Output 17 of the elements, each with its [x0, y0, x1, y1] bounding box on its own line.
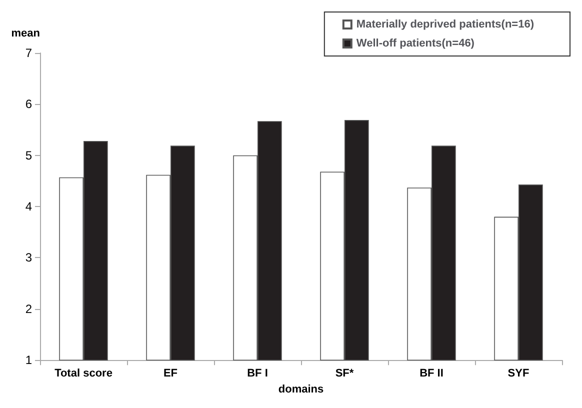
x-tick-label: EF: [163, 368, 178, 380]
y-tick-label: 1: [25, 353, 32, 368]
x-tick-label: SF*: [335, 368, 354, 380]
y-tick-label: 4: [25, 200, 32, 214]
x-axis-title: domains: [278, 384, 324, 396]
legend-label: Well-off patients(n=46): [356, 38, 475, 50]
x-tick-label: BF II: [420, 368, 444, 380]
x-tick-label: SYF: [508, 368, 530, 380]
y-tick-label: 7: [25, 46, 32, 60]
x-tick-label: BF I: [247, 368, 268, 380]
y-tick-label: 3: [25, 250, 32, 265]
x-tick-label: Total score: [54, 368, 112, 380]
y-tick-label: 5: [25, 148, 32, 162]
y-axis-title: mean: [11, 28, 40, 40]
y-tick-label: 6: [25, 97, 32, 112]
legend-label: Materially deprived patients(n=16): [356, 18, 534, 30]
y-tick-label: 2: [25, 302, 32, 316]
